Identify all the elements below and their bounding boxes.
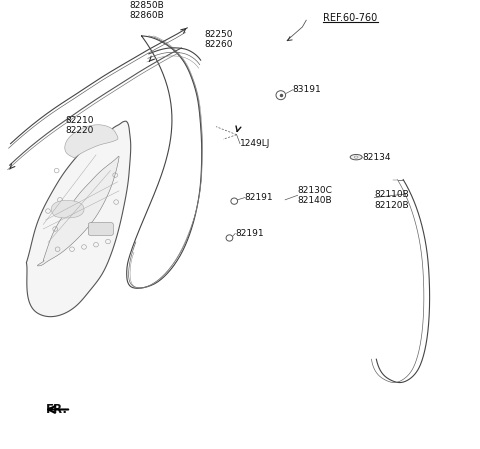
Polygon shape xyxy=(65,125,118,158)
Text: 82191: 82191 xyxy=(245,193,274,202)
Polygon shape xyxy=(26,121,131,317)
Text: 82191: 82191 xyxy=(235,229,264,238)
Text: REF.60-760: REF.60-760 xyxy=(323,13,378,23)
Text: 83191: 83191 xyxy=(293,85,322,94)
Text: 82130C
82140B: 82130C 82140B xyxy=(298,185,333,205)
Text: 82850B
82860B: 82850B 82860B xyxy=(129,1,164,20)
Text: 1249LJ: 1249LJ xyxy=(240,139,270,148)
Polygon shape xyxy=(37,156,119,266)
Polygon shape xyxy=(51,200,84,218)
Text: 82250
82260: 82250 82260 xyxy=(204,30,233,49)
Ellipse shape xyxy=(350,154,362,160)
Text: 82210
82220: 82210 82220 xyxy=(65,116,94,136)
FancyBboxPatch shape xyxy=(88,223,113,235)
Text: 82134: 82134 xyxy=(362,153,391,162)
Text: 82110B
82120B: 82110B 82120B xyxy=(374,190,409,210)
Text: FR.: FR. xyxy=(46,403,68,416)
